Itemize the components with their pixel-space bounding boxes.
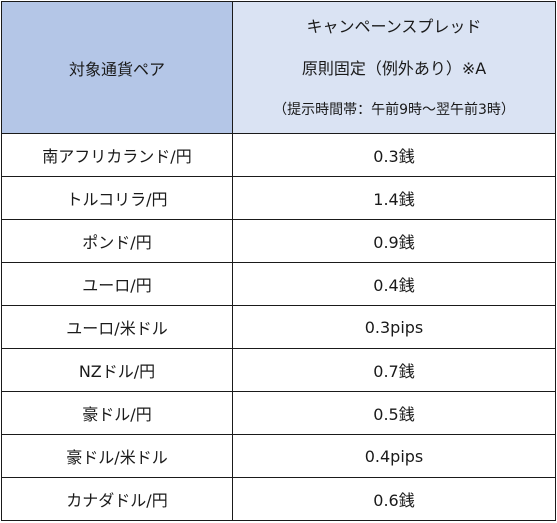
pair-cell: ユーロ/円: [1, 262, 233, 306]
header-spread-hours: （提示時間帯：午前9時～翌午前3時）: [273, 101, 515, 118]
spread-cell: 0.7銭: [232, 348, 556, 392]
table-row: トルコリラ/円 1.4銭: [1, 176, 556, 220]
table-row: NZドル/円 0.7銭: [1, 348, 556, 392]
pair-cell: ユーロ/米ドル: [1, 305, 233, 349]
header-pair-label: 対象通貨ペア: [68, 59, 165, 79]
table-row: 豪ドル/米ドル 0.4pips: [1, 434, 556, 478]
header-spread-cell: キャンペーンスプレッド 原則固定（例外あり）※A （提示時間帯：午前9時～翌午前…: [232, 1, 556, 134]
spread-cell: 0.4pips: [232, 434, 556, 478]
header-row: 対象通貨ペア キャンペーンスプレッド 原則固定（例外あり）※A （提示時間帯：午…: [1, 1, 556, 134]
table-row: カナダドル/円 0.6銭: [1, 477, 556, 521]
spread-cell: 0.3銭: [232, 133, 556, 177]
header-spread-title: キャンペーンスプレッド: [306, 16, 482, 36]
header-pair-cell: 対象通貨ペア: [1, 1, 233, 134]
spread-cell: 0.5銭: [232, 391, 556, 435]
table-row: 豪ドル/円 0.5銭: [1, 391, 556, 435]
pair-cell: 豪ドル/円: [1, 391, 233, 435]
spread-cell: 1.4銭: [232, 176, 556, 220]
table-row: ユーロ/米ドル 0.3pips: [1, 305, 556, 349]
spread-cell: 0.3pips: [232, 305, 556, 349]
header-spread-condition: 原則固定（例外あり）※A: [301, 58, 487, 78]
pair-cell: 豪ドル/米ドル: [1, 434, 233, 478]
table-row: ユーロ/円 0.4銭: [1, 262, 556, 306]
pair-cell: 南アフリカランド/円: [1, 133, 233, 177]
spread-cell: 0.6銭: [232, 477, 556, 521]
spread-cell: 0.4銭: [232, 262, 556, 306]
pair-cell: トルコリラ/円: [1, 176, 233, 220]
pair-cell: NZドル/円: [1, 348, 233, 392]
table-row: ポンド/円 0.9銭: [1, 219, 556, 263]
table-row: 南アフリカランド/円 0.3銭: [1, 133, 556, 177]
spread-cell: 0.9銭: [232, 219, 556, 263]
pair-cell: ポンド/円: [1, 219, 233, 263]
pair-cell: カナダドル/円: [1, 477, 233, 521]
